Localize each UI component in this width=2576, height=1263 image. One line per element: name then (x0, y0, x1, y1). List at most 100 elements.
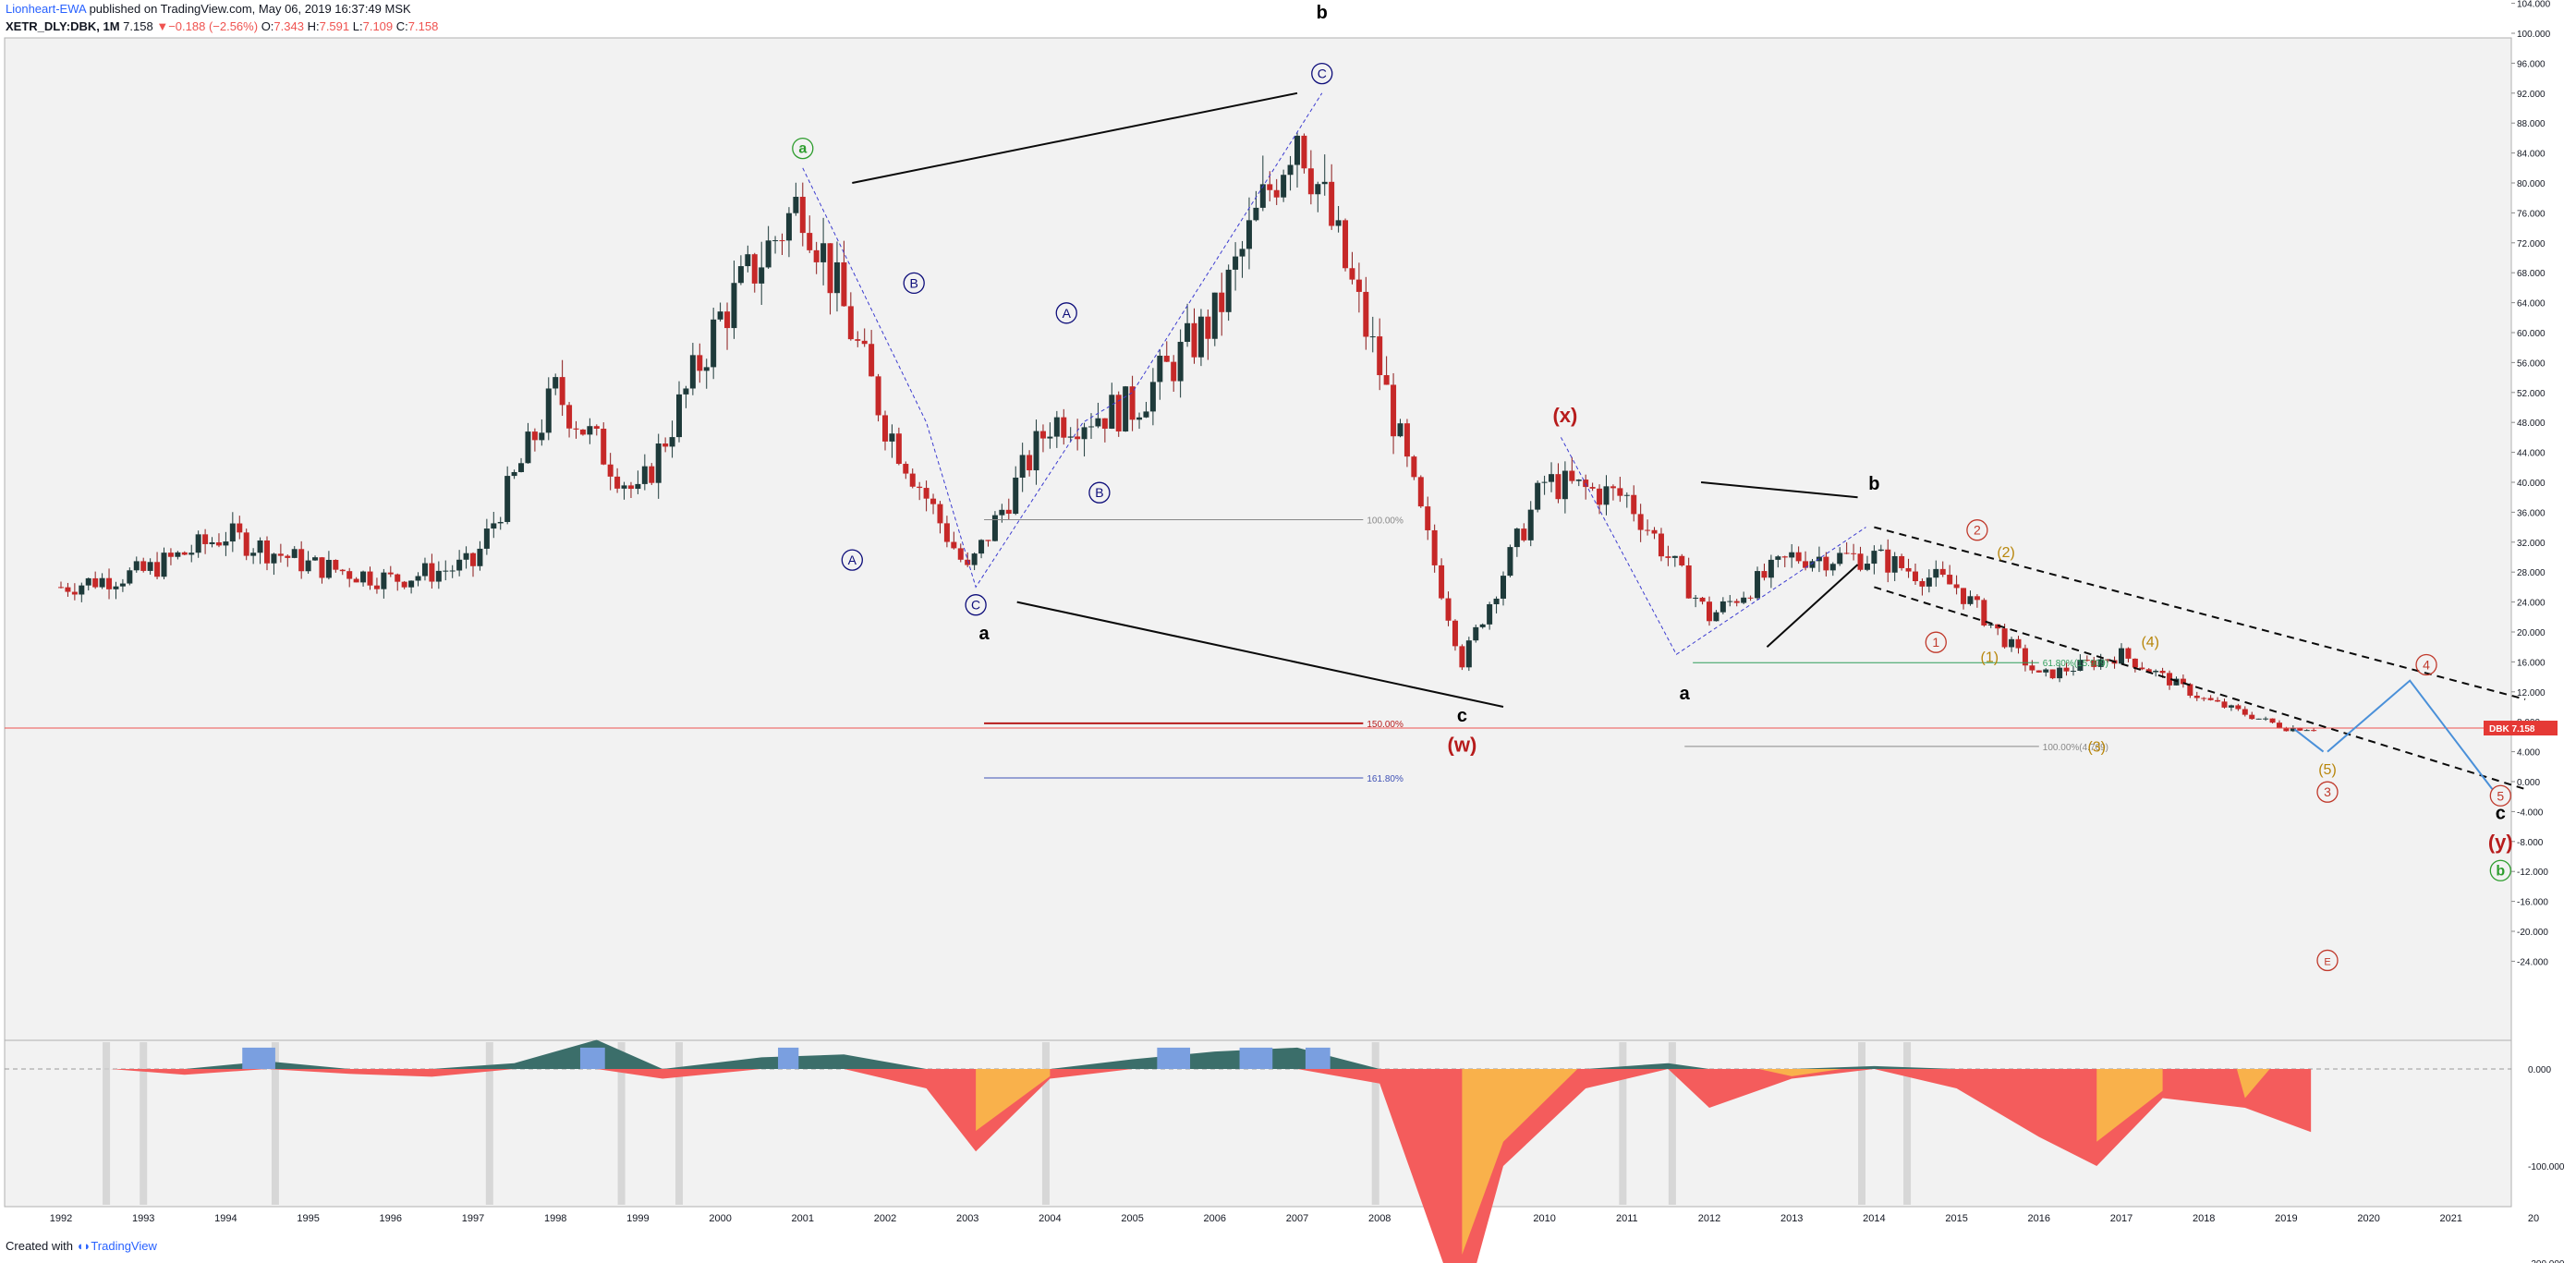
candle-body (2242, 709, 2248, 715)
candle-body (1019, 455, 1026, 478)
candle-body (1919, 581, 1926, 587)
candle-body (277, 553, 284, 556)
candle-body (429, 563, 435, 582)
high-label: H: (307, 19, 320, 33)
candle-body (1287, 164, 1294, 176)
tradingview-logo-icon[interactable]: ◖◗ (76, 1239, 91, 1253)
x-tick-label: 2015 (1945, 1213, 1967, 1224)
candle-body (1355, 279, 1362, 292)
candle-body (1597, 488, 1603, 505)
x-tick-label: 2017 (2110, 1213, 2132, 1224)
wave-label: 5 (2497, 788, 2504, 803)
x-tick-label: 1994 (214, 1213, 237, 1224)
wave-label: (2) (1997, 545, 2015, 561)
candle-body (2105, 659, 2111, 661)
candle-body (147, 562, 153, 571)
y-tick-label: -8.000 (2517, 838, 2544, 848)
wave-label: C (1318, 67, 1327, 81)
y-tick-label: -24.000 (2517, 957, 2548, 967)
osc-tick-label: 0.000 (2528, 1065, 2551, 1075)
fib-label: 161.80% (1367, 774, 1403, 784)
candle-body (99, 577, 105, 588)
candle-body (449, 570, 456, 572)
candle-body (209, 541, 215, 544)
candle-body (443, 570, 449, 572)
candle-body (1768, 559, 1774, 578)
candle-body (1005, 509, 1012, 515)
candle-body (353, 578, 359, 583)
candle-body (1185, 322, 1191, 342)
candle-body (1589, 487, 1596, 489)
y-tick-label: 60.000 (2517, 329, 2546, 339)
candle-body (223, 541, 229, 546)
candle-body (2001, 628, 2008, 648)
y-tick-label: -16.000 (2517, 898, 2548, 908)
candle-body (2077, 660, 2084, 672)
wave-circle (2316, 949, 2339, 972)
candle-body (2153, 671, 2159, 673)
candle-body (841, 261, 847, 307)
candle-body (113, 586, 119, 589)
candle-body (875, 376, 881, 416)
candle-body (1857, 553, 1864, 570)
wave-circle (792, 137, 814, 160)
y-tick-label: -20.000 (2517, 928, 2548, 938)
close-value: 7.158 (407, 19, 439, 33)
candle-body (1513, 528, 1520, 548)
oscillator-axis: 0.000 -100.000 -200.000 (2528, 1065, 2565, 1263)
candle-body (2145, 669, 2152, 673)
x-tick-label: 2001 (792, 1213, 814, 1224)
fib-label: 150.00% (1367, 720, 1403, 730)
candle-body (106, 577, 113, 589)
candle-body (483, 528, 490, 549)
y-tick-label: 84.000 (2517, 150, 2546, 160)
x-tick-label: 2013 (1780, 1213, 1803, 1224)
wave-label: (3) (2087, 740, 2106, 756)
candle-body (1555, 474, 1561, 500)
candle-body (593, 426, 600, 429)
wave-circle (841, 549, 863, 571)
wave-label: a (1680, 684, 1691, 704)
projection-path (2293, 728, 2325, 753)
candle-body (2276, 723, 2282, 728)
candle-body (367, 571, 373, 586)
x-tick-label: 1999 (626, 1213, 649, 1224)
author-link[interactable]: Lionheart-EWA (6, 2, 86, 16)
x-tick-label: 2019 (2275, 1213, 2297, 1224)
candle-body (1067, 436, 1074, 438)
price-pane (4, 37, 2512, 1041)
candle-body (1445, 598, 1452, 621)
oscillator-orange-area (976, 1069, 1051, 1131)
tradingview-brand[interactable]: TradingView (91, 1239, 157, 1253)
candle-body (1129, 386, 1136, 420)
candle-body (1391, 384, 1397, 437)
wave-zigzag (1560, 437, 1866, 656)
candle-body (957, 548, 964, 560)
candle-body (820, 243, 827, 262)
candle-body (731, 283, 737, 329)
y-tick-label: 40.000 (2517, 479, 2546, 489)
candle-body (435, 570, 442, 582)
y-tick-label: 32.000 (2517, 539, 2546, 549)
candle-body (697, 355, 703, 371)
wave-label: A (1063, 306, 1072, 321)
candle-body (765, 240, 772, 268)
candle-body (1349, 268, 1355, 280)
candle-body (1315, 184, 1321, 195)
candle-body (511, 471, 517, 477)
candle-body (951, 541, 957, 549)
candle-body (2097, 659, 2104, 667)
wave-circle (2489, 784, 2511, 807)
candle-body (1755, 571, 1761, 599)
x-tick-label: 1992 (50, 1213, 72, 1224)
candle-body (1871, 551, 1877, 565)
candle-body (1569, 470, 1575, 481)
candle-body (1891, 555, 1898, 573)
x-tick-label: 2020 (2357, 1213, 2379, 1224)
candle-body (737, 266, 744, 284)
candle-body (971, 553, 978, 565)
y-tick-label: 72.000 (2517, 239, 2546, 249)
candle-body (1431, 529, 1438, 565)
candle-body (1088, 426, 1094, 428)
